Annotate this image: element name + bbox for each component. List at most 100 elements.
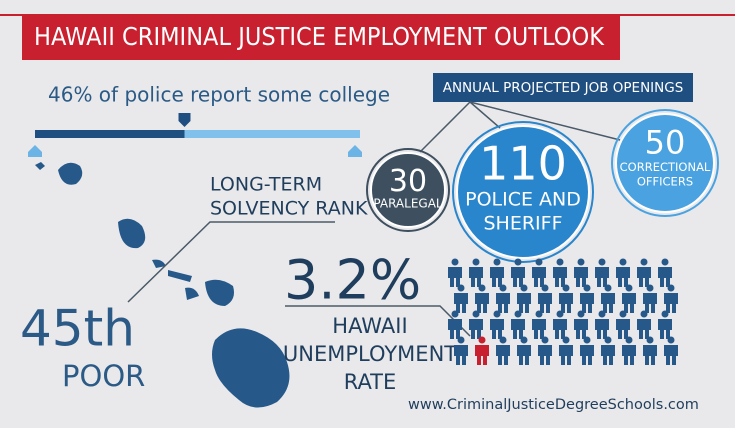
person-body xyxy=(559,345,573,365)
person-icon xyxy=(517,284,531,313)
person-body xyxy=(658,319,672,339)
person-body xyxy=(490,267,504,287)
openings-box xyxy=(433,73,693,102)
circle xyxy=(615,113,715,213)
person-body xyxy=(553,267,567,287)
person-head xyxy=(493,310,501,318)
college-text: 46% of police report some college xyxy=(48,83,390,107)
footer-url: www.CriminalJusticeDegreeSchools.com xyxy=(408,397,699,413)
person-body xyxy=(475,345,489,365)
unemployment-rate: 3.2% xyxy=(284,249,421,312)
person-icon xyxy=(511,310,525,339)
island xyxy=(185,287,199,300)
person-body xyxy=(637,267,651,287)
person-icon xyxy=(664,284,678,313)
person-head xyxy=(499,336,507,344)
person-head xyxy=(646,336,654,344)
person-body xyxy=(637,319,651,339)
person-icon xyxy=(643,284,657,313)
island xyxy=(205,279,234,306)
person-icon xyxy=(532,258,546,287)
person-head xyxy=(667,336,675,344)
person-body xyxy=(553,319,567,339)
person-icon xyxy=(664,336,678,365)
openings-title: ANNUAL PROJECTED JOB OPENINGS xyxy=(443,80,684,96)
person-body xyxy=(595,267,609,287)
person-head xyxy=(562,336,570,344)
solvency-connector xyxy=(127,221,335,303)
person-head xyxy=(514,258,522,266)
person-body xyxy=(475,293,489,313)
person-body xyxy=(496,293,510,313)
person-icon xyxy=(538,284,552,313)
person-icon xyxy=(574,310,588,339)
person-body xyxy=(622,345,636,365)
person-icon xyxy=(448,310,462,339)
person-body xyxy=(616,267,630,287)
people-icons xyxy=(448,258,678,365)
person-head xyxy=(451,258,459,266)
person-icon xyxy=(475,336,489,365)
bar-fill xyxy=(35,130,185,138)
person-head xyxy=(535,258,543,266)
person-body xyxy=(511,319,525,339)
person-icon xyxy=(517,336,531,365)
person-head xyxy=(604,284,612,292)
person-head xyxy=(640,258,648,266)
circle-number: 30 xyxy=(389,164,427,199)
person-icon xyxy=(616,258,630,287)
person-icon xyxy=(580,336,594,365)
person-body xyxy=(538,345,552,365)
college-bar xyxy=(35,113,360,138)
circle-label: SHERIFF xyxy=(483,212,562,234)
solvency-label: SOLVENCY RANK xyxy=(210,198,368,220)
person-body xyxy=(559,293,573,313)
person-head xyxy=(535,310,543,318)
person-head xyxy=(541,284,549,292)
person-body xyxy=(448,319,462,339)
solvency-rating: POOR xyxy=(62,359,145,393)
person-body xyxy=(601,345,615,365)
person-body xyxy=(469,267,483,287)
bar-track xyxy=(35,130,360,138)
person-head xyxy=(577,258,585,266)
person-icon xyxy=(553,258,567,287)
title: HAWAII CRIMINAL JUSTICE EMPLOYMENT OUTLO… xyxy=(34,22,605,51)
person-icon xyxy=(496,336,510,365)
person-body xyxy=(454,345,468,365)
circle-label: POLICE AND xyxy=(465,189,581,211)
person-body xyxy=(532,319,546,339)
person-head xyxy=(625,284,633,292)
person-icon xyxy=(532,310,546,339)
island xyxy=(118,218,146,249)
person-body xyxy=(517,293,531,313)
person-icon xyxy=(559,336,573,365)
person-head xyxy=(577,310,585,318)
person-icon xyxy=(595,310,609,339)
person-icon xyxy=(622,284,636,313)
person-body xyxy=(496,345,510,365)
person-icon xyxy=(580,284,594,313)
circle-number: 110 xyxy=(479,136,567,190)
person-body xyxy=(538,293,552,313)
hawaii-map xyxy=(35,162,290,408)
unemployment-label: RATE xyxy=(344,370,397,394)
title-bar xyxy=(22,14,620,60)
circle xyxy=(456,125,590,259)
circle-ring xyxy=(366,148,450,232)
person-body xyxy=(469,319,483,339)
person-head xyxy=(661,258,669,266)
person-body xyxy=(454,293,468,313)
circle-ring xyxy=(611,109,719,217)
connector xyxy=(419,101,471,153)
person-head xyxy=(661,310,669,318)
person-body xyxy=(580,293,594,313)
person-head xyxy=(493,258,501,266)
person-body xyxy=(616,319,630,339)
person-head xyxy=(457,336,465,344)
person-icon xyxy=(637,310,651,339)
person-icon xyxy=(553,310,567,339)
circle-label: CORRECTIONAL xyxy=(620,160,711,174)
